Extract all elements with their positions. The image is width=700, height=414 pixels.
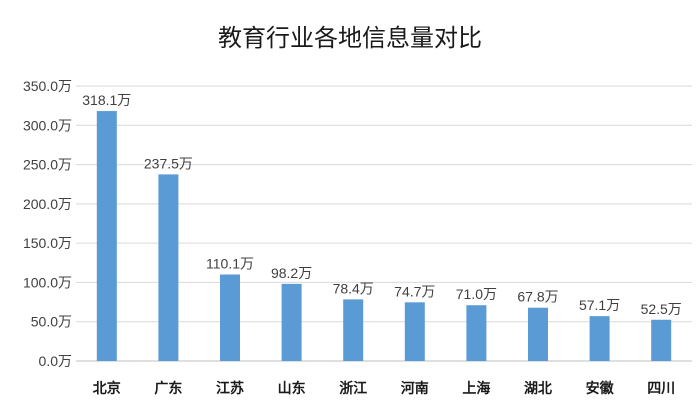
data-label: 74.7万	[394, 283, 435, 299]
y-tick-label: 200.0万	[23, 196, 72, 212]
bar	[158, 174, 179, 361]
y-axis-tick-labels: 0.0万 50.0万 100.0万 150.0万 200.0万 250.0万 300.0万 3…	[23, 78, 72, 369]
bar	[220, 274, 240, 361]
x-tick-label: 上海	[462, 380, 490, 397]
data-label: 52.5万	[641, 301, 682, 317]
bar	[651, 319, 672, 361]
x-tick-label: 北京	[93, 380, 121, 397]
y-tick-label: 150.0万	[23, 235, 72, 251]
data-label: 237.5万	[144, 155, 193, 171]
data-label: 318.1万	[82, 92, 131, 108]
x-tick-label: 山东	[278, 380, 306, 397]
data-label: 110.1万	[206, 255, 254, 271]
bar	[404, 302, 425, 361]
y-tick-label: 0.0万	[39, 353, 72, 369]
data-label: 67.8万	[517, 289, 558, 305]
chart-title: 教育行业各地信息量对比	[218, 24, 482, 52]
data-labels: 318.1万 237.5万 110.1万 98.2万 78.4万 74.7万 71.0万 67…	[82, 92, 682, 317]
y-tick-label: 350.0万	[23, 78, 72, 94]
bar	[528, 307, 548, 361]
x-tick-label: 广东	[154, 380, 182, 397]
bars	[96, 111, 672, 361]
x-axis-tick-labels: 北京 广东 江苏 山东 浙江 河南 上海 湖北 安徽 四川	[93, 380, 675, 397]
x-tick-label: 湖北	[524, 381, 552, 397]
x-tick-label: 江苏	[216, 380, 244, 397]
bar	[589, 316, 610, 361]
bar	[466, 305, 487, 361]
data-label: 57.1万	[579, 297, 620, 313]
data-label: 98.2万	[271, 265, 312, 281]
gridlines	[76, 85, 692, 362]
y-tick-label: 100.0万	[23, 274, 72, 290]
data-label: 71.0万	[456, 286, 497, 302]
data-label: 78.4万	[333, 280, 374, 296]
x-tick-label: 河南	[401, 380, 429, 397]
y-tick-label: 50.0万	[31, 314, 72, 330]
x-tick-label: 四川	[647, 381, 675, 397]
y-tick-label: 250.0万	[23, 157, 72, 173]
x-tick-label: 浙江	[339, 380, 367, 397]
bar	[281, 283, 302, 361]
x-tick-label: 安徽	[586, 380, 615, 397]
bar	[96, 111, 117, 361]
y-tick-label: 300.0万	[23, 117, 72, 133]
bar	[343, 299, 364, 361]
